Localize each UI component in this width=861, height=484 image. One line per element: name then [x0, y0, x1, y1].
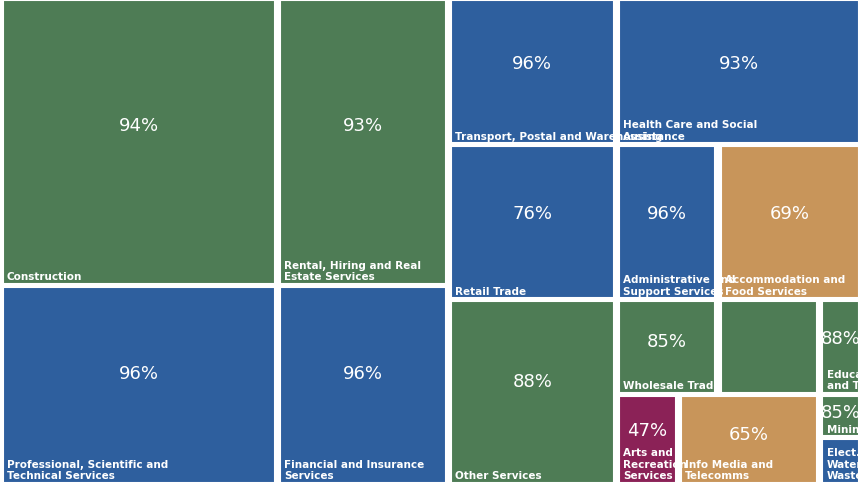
Bar: [720, 302, 816, 393]
Text: 96%: 96%: [343, 364, 382, 382]
Bar: [450, 147, 613, 299]
Text: 96%: 96%: [647, 205, 686, 223]
Text: 69%: 69%: [769, 205, 809, 223]
Bar: [821, 439, 858, 483]
Text: 96%: 96%: [119, 364, 158, 382]
Bar: [450, 1, 613, 144]
Text: Accommodation and
Food Services: Accommodation and Food Services: [724, 274, 845, 296]
Text: Construction: Construction: [7, 272, 82, 282]
Text: Professional, Scientific and
Technical Services: Professional, Scientific and Technical S…: [7, 458, 168, 480]
Bar: [680, 396, 816, 483]
Bar: [720, 147, 858, 299]
Text: 85%: 85%: [820, 403, 860, 421]
Text: Other Services: Other Services: [455, 470, 541, 480]
Bar: [450, 302, 613, 483]
Text: Mining: Mining: [826, 424, 861, 434]
Text: Financial and Insurance
Services: Financial and Insurance Services: [284, 458, 424, 480]
Text: Retail Trade: Retail Trade: [455, 286, 526, 296]
Bar: [618, 302, 715, 393]
Bar: [280, 1, 445, 284]
Text: 65%: 65%: [728, 425, 768, 443]
Text: 94%: 94%: [119, 117, 158, 135]
Text: 85%: 85%: [647, 333, 686, 351]
Bar: [821, 396, 858, 437]
Text: 96%: 96%: [511, 55, 552, 73]
Text: Arts and
Recreation
Services: Arts and Recreation Services: [623, 447, 686, 480]
Text: Administrative and
Support Services: Administrative and Support Services: [623, 274, 735, 296]
Text: 93%: 93%: [343, 117, 382, 135]
Text: 76%: 76%: [511, 205, 552, 223]
Bar: [618, 1, 858, 144]
Text: Transport, Postal and Warehousing: Transport, Postal and Warehousing: [455, 131, 662, 141]
Text: 47%: 47%: [627, 422, 666, 439]
Bar: [618, 396, 675, 483]
Text: Info Media and
Telecomms: Info Media and Telecomms: [684, 458, 772, 480]
Bar: [821, 302, 858, 393]
Text: Elect., Gas,
Water,
Waste: Elect., Gas, Water, Waste: [826, 447, 861, 480]
Text: Wholesale Trade: Wholesale Trade: [623, 380, 720, 391]
Text: 93%: 93%: [718, 55, 759, 73]
Text: Rental, Hiring and Real
Estate Services: Rental, Hiring and Real Estate Services: [284, 260, 421, 282]
Text: Health Care and Social
Assistance: Health Care and Social Assistance: [623, 120, 757, 141]
Bar: [3, 287, 275, 483]
Text: Education
and Training: Education and Training: [826, 369, 861, 391]
Text: 88%: 88%: [820, 329, 860, 347]
Text: 88%: 88%: [511, 372, 552, 390]
Bar: [280, 287, 445, 483]
Bar: [618, 147, 715, 299]
Bar: [3, 1, 275, 284]
